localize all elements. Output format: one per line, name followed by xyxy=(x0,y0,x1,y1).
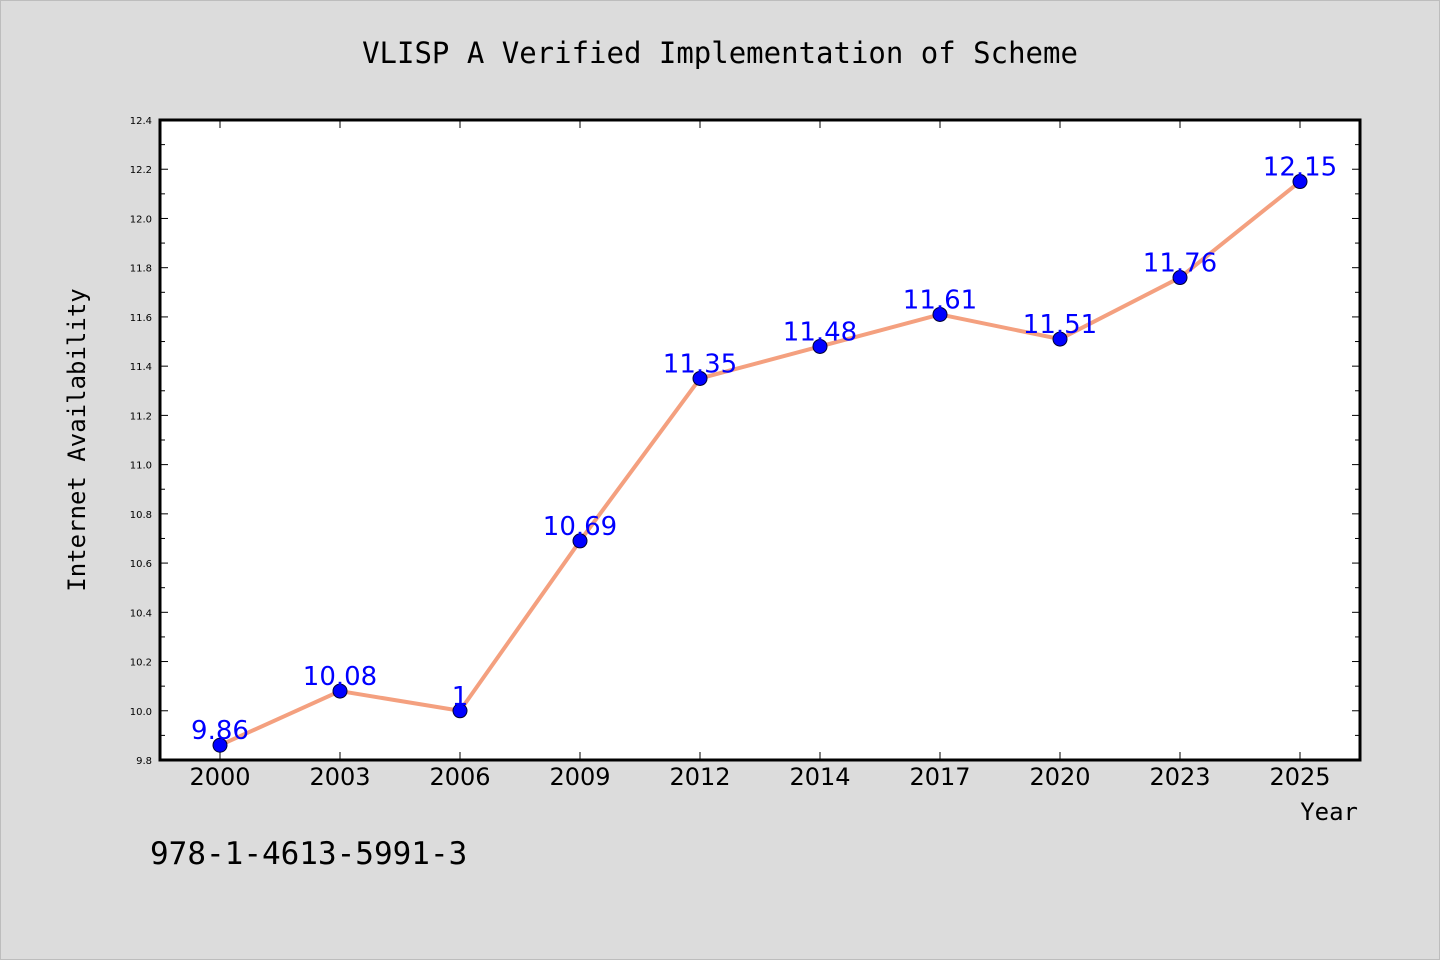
data-label: 11.61 xyxy=(903,285,977,315)
data-label: 11.35 xyxy=(663,349,737,379)
y-tick-label: 10.8 xyxy=(130,510,152,521)
data-label: 11.51 xyxy=(1023,310,1097,340)
isbn-label: 978-1-4613-5991-3 xyxy=(150,836,467,872)
y-tick-label: 10.6 xyxy=(130,559,152,570)
x-tick-label: 2017 xyxy=(909,763,970,791)
data-label: 11.76 xyxy=(1143,249,1217,279)
data-label: 9.86 xyxy=(191,716,249,746)
x-tick-label: 2009 xyxy=(549,763,610,791)
data-point xyxy=(812,338,828,354)
y-tick-label: 11.4 xyxy=(130,362,152,373)
data-point xyxy=(1052,331,1068,347)
x-tick-label: 2012 xyxy=(669,763,730,791)
y-axis-title: Internet Availability xyxy=(63,288,91,591)
x-tick-label: 2000 xyxy=(189,763,250,791)
y-tick-label: 11.6 xyxy=(130,313,152,324)
y-tick-label: 11.2 xyxy=(130,411,152,422)
x-axis: 2000 2003 2006 2009 2012 2014 2017 2020 2023 2025 xyxy=(189,120,1331,791)
x-tick-label: 2025 xyxy=(1269,763,1330,791)
data-labels-layer: 9.86 10.08 1 10.69 11.35 11.48 11.61 11.51 11.76… xyxy=(191,153,1337,747)
x-tick-label: 2020 xyxy=(1029,763,1090,791)
data-point xyxy=(452,703,468,719)
y-tick-label: 12.4 xyxy=(130,116,152,127)
y-tick-label: 10.4 xyxy=(130,608,152,619)
series-layer xyxy=(219,179,1302,748)
plot-area xyxy=(158,118,1362,762)
chart-title: VLISP A Verified Implementation of Schem… xyxy=(362,36,1078,70)
data-point xyxy=(212,737,228,753)
y-tick-label: 9.8 xyxy=(136,756,152,767)
y-tick-label: 12.0 xyxy=(130,214,152,225)
x-tick-label: 2014 xyxy=(789,763,850,791)
data-point xyxy=(1292,174,1308,190)
series-line xyxy=(219,179,1302,748)
data-point xyxy=(332,683,348,699)
y-axis: 9.810.010.210.410.610.811.011.211.411.61… xyxy=(130,116,1360,767)
x-tick-label: 2003 xyxy=(309,763,370,791)
y-tick-label: 10.0 xyxy=(130,707,152,718)
data-label: 10.69 xyxy=(543,512,617,542)
data-point xyxy=(692,370,708,386)
y-tick-label: 11.0 xyxy=(130,461,152,472)
y-tick-label: 11.8 xyxy=(130,264,152,275)
data-point xyxy=(1172,270,1188,286)
data-label: 10.08 xyxy=(303,662,377,692)
data-point xyxy=(572,533,588,549)
y-tick-label: 10.2 xyxy=(130,658,152,669)
data-label: 1 xyxy=(452,682,469,712)
markers-layer xyxy=(212,174,1308,753)
x-tick-label: 2023 xyxy=(1149,763,1210,791)
x-axis-title: Year xyxy=(1300,798,1358,826)
x-tick-label: 2006 xyxy=(429,763,490,791)
data-label: 11.48 xyxy=(783,317,857,347)
y-tick-label: 12.2 xyxy=(130,165,152,176)
data-point xyxy=(932,306,948,322)
data-label: 12.15 xyxy=(1263,153,1337,183)
